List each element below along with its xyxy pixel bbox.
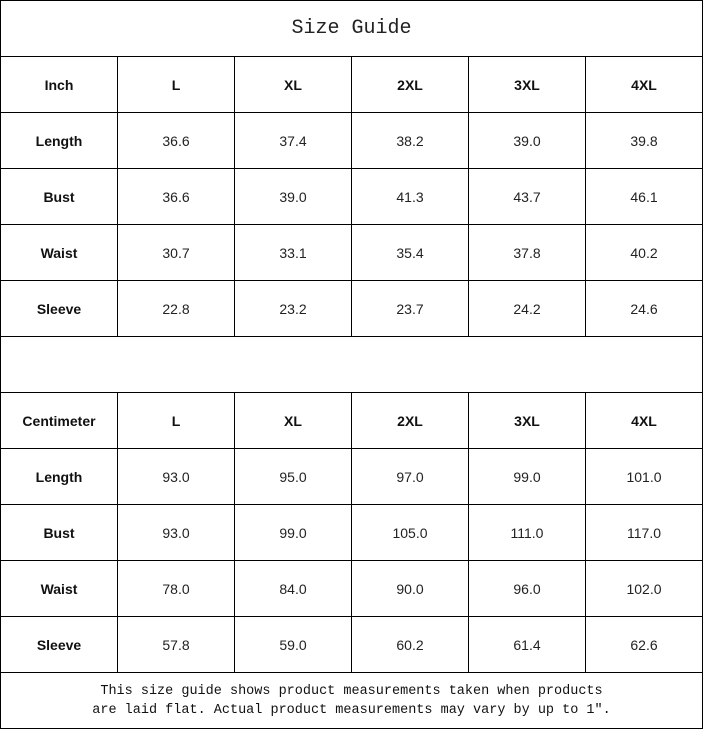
row-label: Sleeve [1, 617, 117, 672]
size-header: 3XL [469, 393, 585, 448]
size-header: XL [235, 393, 351, 448]
table-cell: 39.0 [469, 113, 585, 168]
table-cell: 40.2 [586, 225, 702, 280]
table-cell: 62.6 [586, 617, 702, 672]
table-cell: 43.7 [469, 169, 585, 224]
unit-header: Centimeter [1, 393, 117, 448]
table-cell: 39.8 [586, 113, 702, 168]
row-label: Waist [1, 225, 117, 280]
table-cell: 38.2 [352, 113, 468, 168]
row-label: Waist [1, 561, 117, 616]
table-cell: 102.0 [586, 561, 702, 616]
table-cell: 23.2 [235, 281, 351, 336]
table-cell: 97.0 [352, 449, 468, 504]
table-cell: 93.0 [118, 449, 234, 504]
table-cell: 36.6 [118, 113, 234, 168]
row-label: Bust [1, 505, 117, 560]
table-cell: 61.4 [469, 617, 585, 672]
size-header: 3XL [469, 57, 585, 112]
table-cell: 22.8 [118, 281, 234, 336]
footnote-line-2: are laid flat. Actual product measuremen… [92, 702, 611, 718]
table-cell: 78.0 [118, 561, 234, 616]
table-cell: 23.7 [352, 281, 468, 336]
spacer-row [1, 337, 702, 392]
table-cell: 99.0 [235, 505, 351, 560]
table-cell: 57.8 [118, 617, 234, 672]
table-cell: 59.0 [235, 617, 351, 672]
table-cell: 90.0 [352, 561, 468, 616]
table-cell: 24.2 [469, 281, 585, 336]
table-cell: 46.1 [586, 169, 702, 224]
footnote-line-1: This size guide shows product measuremen… [100, 683, 603, 699]
table-cell: 117.0 [586, 505, 702, 560]
table-cell: 105.0 [352, 505, 468, 560]
row-label: Sleeve [1, 281, 117, 336]
table-cell: 37.4 [235, 113, 351, 168]
size-header: L [118, 393, 234, 448]
table-cell: 95.0 [235, 449, 351, 504]
size-header: 2XL [352, 57, 468, 112]
table-cell: 24.6 [586, 281, 702, 336]
size-header: L [118, 57, 234, 112]
size-header: 4XL [586, 57, 702, 112]
table-cell: 84.0 [235, 561, 351, 616]
table-cell: 30.7 [118, 225, 234, 280]
table-cell: 96.0 [469, 561, 585, 616]
table-cell: 35.4 [352, 225, 468, 280]
unit-header: Inch [1, 57, 117, 112]
footnote: This size guide shows product measuremen… [1, 673, 702, 728]
row-label: Length [1, 113, 117, 168]
table-cell: 36.6 [118, 169, 234, 224]
size-header: 2XL [352, 393, 468, 448]
table-cell: 111.0 [469, 505, 585, 560]
size-header: XL [235, 57, 351, 112]
table-cell: 99.0 [469, 449, 585, 504]
page-title: Size Guide [1, 1, 702, 56]
table-cell: 33.1 [235, 225, 351, 280]
row-label: Bust [1, 169, 117, 224]
table-cell: 93.0 [118, 505, 234, 560]
row-label: Length [1, 449, 117, 504]
table-cell: 41.3 [352, 169, 468, 224]
table-cell: 101.0 [586, 449, 702, 504]
size-header: 4XL [586, 393, 702, 448]
table-cell: 39.0 [235, 169, 351, 224]
table-cell: 60.2 [352, 617, 468, 672]
table-cell: 37.8 [469, 225, 585, 280]
